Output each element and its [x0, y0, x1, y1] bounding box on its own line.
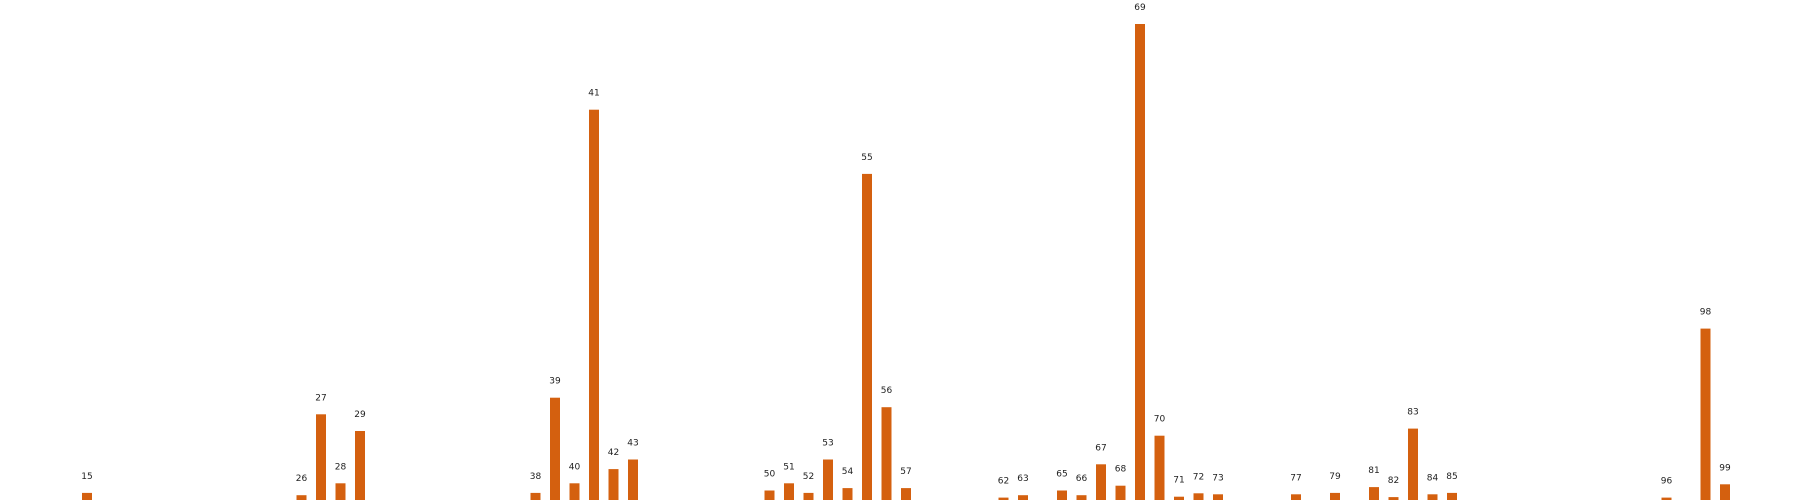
data-labels-layer: 15 26 27 28 29 38 39 40 41 42 43 50 51 52 53 54 55 56 57 62… — [81, 3, 1731, 487]
bar-label-26: 26 — [296, 474, 308, 484]
bar-27 — [316, 414, 326, 500]
bar-label-99: 99 — [1719, 463, 1731, 473]
bar-label-54: 54 — [842, 467, 854, 477]
bar-label-71: 71 — [1173, 476, 1184, 486]
bar-label-41: 41 — [588, 89, 599, 99]
bar-15 — [82, 492, 92, 500]
bar-70 — [1154, 435, 1165, 500]
bar-69 — [1135, 24, 1145, 500]
bar-50 — [764, 490, 775, 500]
bar-28 — [335, 483, 346, 500]
bar-label-28: 28 — [335, 462, 347, 472]
bar-label-50: 50 — [764, 470, 776, 480]
bar-73 — [1213, 494, 1223, 500]
bar-label-29: 29 — [354, 410, 366, 420]
bar-40 — [569, 483, 580, 500]
bar-82 — [1388, 497, 1399, 500]
bar-label-77: 77 — [1290, 473, 1301, 483]
bar-79 — [1330, 492, 1340, 500]
bar-42 — [608, 469, 619, 500]
bar-label-57: 57 — [900, 467, 911, 477]
bar-label-52: 52 — [803, 472, 814, 482]
bar-57 — [901, 488, 911, 500]
bar-29 — [355, 431, 365, 500]
bar-label-55: 55 — [861, 153, 872, 163]
bar-98 — [1700, 328, 1711, 500]
bar-83 — [1408, 428, 1418, 500]
bar-label-27: 27 — [315, 393, 326, 403]
bar-99 — [1720, 484, 1730, 500]
bar-52 — [803, 492, 814, 500]
bar-label-82: 82 — [1388, 476, 1399, 486]
bar-label-73: 73 — [1212, 473, 1223, 483]
bar-43 — [628, 459, 638, 500]
bar-39 — [550, 397, 560, 500]
bar-66 — [1076, 495, 1087, 500]
bar-53 — [823, 459, 833, 500]
bar-label-63: 63 — [1017, 474, 1028, 484]
bar-63 — [1018, 495, 1028, 500]
bar-label-70: 70 — [1154, 415, 1166, 425]
bar-label-39: 39 — [549, 377, 561, 387]
bar-38 — [530, 492, 541, 500]
bar-65 — [1057, 490, 1067, 500]
bar-label-53: 53 — [822, 439, 833, 449]
bar-label-68: 68 — [1115, 465, 1127, 475]
bar-label-43: 43 — [627, 439, 638, 449]
bar-label-83: 83 — [1407, 408, 1418, 418]
bar-84 — [1427, 494, 1438, 500]
bar-62 — [998, 497, 1009, 500]
bars-layer — [82, 24, 1730, 500]
bar-label-72: 72 — [1193, 472, 1204, 482]
bar-label-42: 42 — [608, 448, 619, 458]
bar-label-67: 67 — [1095, 443, 1106, 453]
bar-label-98: 98 — [1700, 308, 1712, 318]
bar-label-96: 96 — [1661, 477, 1673, 487]
bar-label-81: 81 — [1368, 466, 1379, 476]
bar-label-15: 15 — [81, 472, 92, 482]
bar-67 — [1096, 464, 1106, 500]
bar-label-62: 62 — [998, 477, 1009, 487]
bar-label-38: 38 — [530, 472, 542, 482]
bar-77 — [1291, 494, 1301, 500]
bar-41 — [589, 109, 599, 500]
bar-71 — [1174, 496, 1184, 500]
bar-label-51: 51 — [783, 462, 794, 472]
bar-72 — [1193, 493, 1204, 500]
bar-54 — [842, 488, 853, 500]
bar-56 — [881, 407, 892, 500]
bar-label-85: 85 — [1446, 472, 1457, 482]
bar-55 — [862, 173, 872, 500]
bar-label-40: 40 — [569, 462, 581, 472]
bar-label-79: 79 — [1329, 472, 1341, 482]
bar-68 — [1115, 485, 1126, 500]
bar-label-84: 84 — [1427, 473, 1439, 483]
bar-26 — [296, 495, 307, 500]
bar-label-66: 66 — [1076, 474, 1088, 484]
bar-label-69: 69 — [1134, 3, 1146, 13]
bar-label-65: 65 — [1056, 470, 1067, 480]
bar-96 — [1661, 497, 1672, 500]
bar-85 — [1447, 492, 1457, 500]
bar-51 — [784, 483, 794, 500]
bar-label-56: 56 — [881, 386, 893, 396]
bar-81 — [1369, 487, 1379, 500]
